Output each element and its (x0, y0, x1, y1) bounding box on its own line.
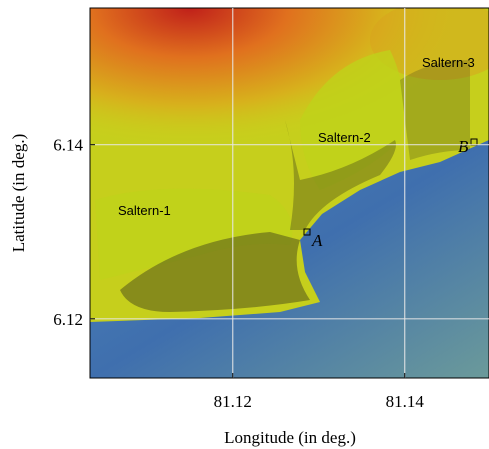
x-axis-label: Longitude (in deg.) (224, 428, 356, 447)
x-tick-label: 81.14 (386, 392, 425, 411)
y-tick-label: 6.14 (53, 136, 83, 155)
place-label: Saltern-3 (422, 55, 475, 70)
point-marker (303, 228, 311, 236)
place-label: Saltern-2 (318, 130, 371, 145)
y-axis-label: Latitude (in deg.) (9, 134, 28, 253)
y-tick-label: 6.12 (53, 310, 83, 329)
place-label: Saltern-1 (118, 203, 171, 218)
point-label: B (458, 137, 469, 156)
point-label: A (311, 231, 323, 250)
plot-frame (89, 7, 489, 379)
x-tick-label: 81.12 (214, 392, 252, 411)
